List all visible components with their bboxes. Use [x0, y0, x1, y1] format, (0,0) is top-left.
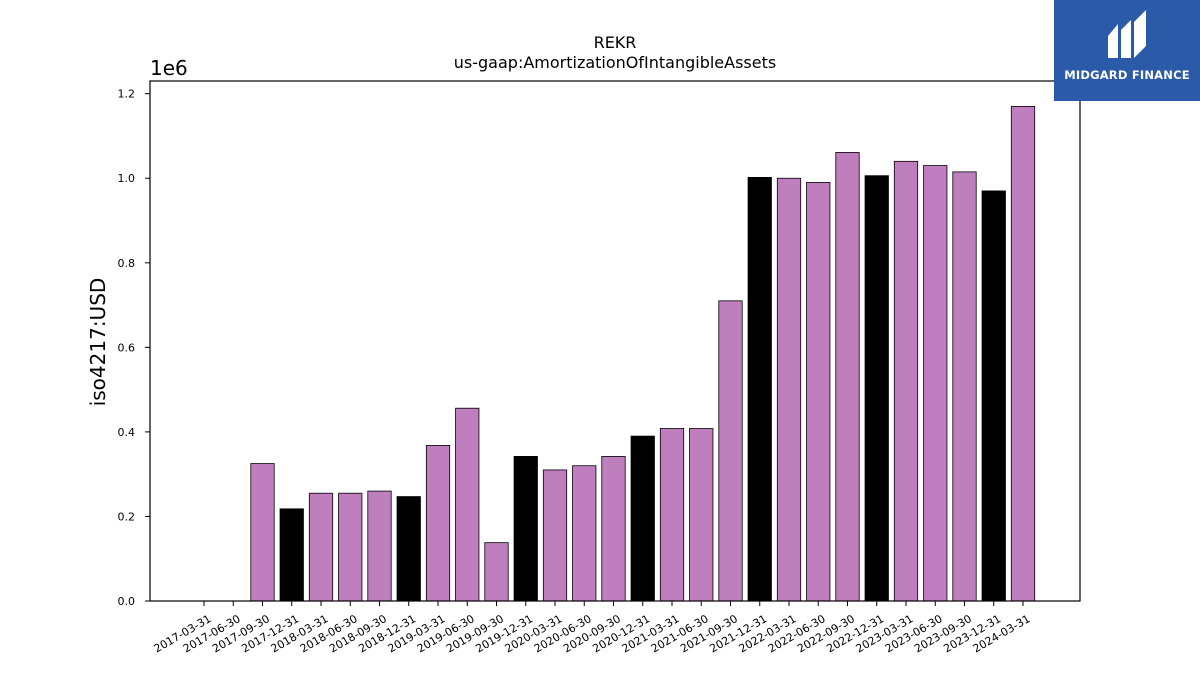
y-multiplier-label: 1e6 — [150, 56, 188, 80]
bar-2024-03-31 — [1010, 105, 1036, 602]
y-tick-label: 1.2 — [118, 88, 136, 101]
y-tick-label: 0.6 — [118, 341, 136, 354]
chart-title: REKR — [594, 33, 637, 52]
bar-2018-03-31 — [308, 492, 334, 602]
bar-2019-03-31 — [425, 445, 451, 602]
bar-2023-03-31 — [893, 160, 919, 602]
x-ticks-group: 2017-03-312017-06-302017-09-302017-12-31… — [152, 601, 1033, 655]
y-axis-label: iso4217:USD — [86, 278, 110, 407]
bar-2020-06-30 — [572, 465, 597, 602]
plot-frame — [149, 80, 1081, 602]
bar-2022-12-31 — [864, 175, 889, 602]
bar-2021-09-30 — [718, 300, 743, 602]
bar-2019-12-31 — [513, 456, 538, 602]
bars-group — [250, 105, 1036, 602]
bar-2018-12-31 — [396, 496, 421, 602]
bar-2021-03-31 — [659, 428, 685, 602]
bar-2020-09-30 — [601, 456, 626, 602]
y-tick-label: 1.0 — [118, 172, 136, 185]
bar-2022-03-31 — [776, 177, 802, 602]
midgard-logo-icon — [1108, 10, 1146, 58]
bar-2020-03-31 — [542, 469, 568, 602]
bar-2023-09-30 — [952, 171, 977, 602]
bar-2019-06-30 — [455, 407, 480, 602]
brand-logo: MIDGARD FINANCE — [1054, 0, 1200, 101]
bar-2022-09-30 — [835, 152, 860, 602]
bar-2022-06-30 — [806, 182, 831, 602]
bar-2018-09-30 — [367, 490, 392, 602]
y-tick-label: 0.2 — [118, 510, 136, 523]
bar-2023-12-31 — [981, 190, 1006, 602]
y-tick-label: 0.0 — [118, 595, 136, 608]
bar-2018-06-30 — [338, 492, 363, 602]
bar-2020-12-31 — [630, 435, 655, 602]
bar-2019-09-30 — [484, 542, 509, 602]
chart-subtitle: us-gaap:AmortizationOfIntangibleAssets — [454, 53, 776, 72]
bar-2017-09-30 — [250, 463, 275, 602]
brand-name: MIDGARD FINANCE — [1064, 68, 1190, 82]
bar-2021-06-30 — [689, 428, 714, 602]
bar-2017-12-31 — [279, 508, 304, 602]
y-ticks-group: 0.0 0.2 0.4 0.6 0.8 1.0 1.2 — [118, 88, 150, 608]
y-tick-label: 0.8 — [118, 257, 136, 270]
y-tick-label: 0.4 — [118, 426, 136, 439]
bar-2021-12-31 — [747, 176, 772, 602]
bar-2023-06-30 — [923, 165, 948, 602]
